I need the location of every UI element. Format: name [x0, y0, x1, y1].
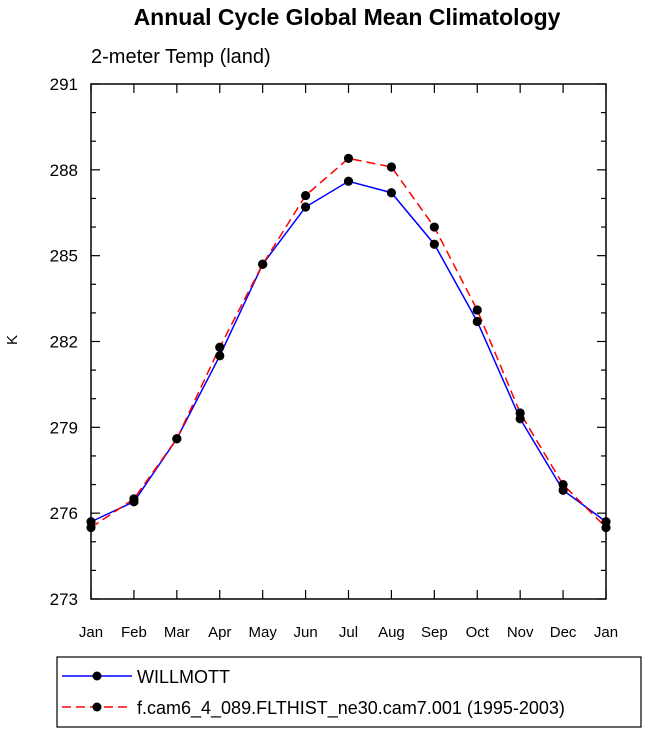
x-tick-label: Oct: [466, 624, 490, 641]
series-line-willmott: [90, 180, 607, 523]
y-tick-label: 288: [50, 161, 78, 180]
x-tick-label: May: [248, 624, 277, 641]
data-point-willmott: [386, 188, 397, 198]
data-point-model: [172, 434, 182, 444]
plot-area-frame: [90, 83, 607, 600]
data-point-willmott: [429, 239, 439, 249]
y-tick-label: 276: [50, 504, 78, 523]
x-tick-label: Apr: [208, 624, 231, 641]
data-point-willmott: [472, 316, 482, 327]
data-point-willmott: [215, 351, 225, 361]
data-point-model: [429, 222, 439, 232]
legend-marker-model: [92, 702, 102, 712]
y-tick-label: 282: [50, 333, 78, 352]
data-point-model: [215, 342, 225, 352]
x-tick-label: Feb: [121, 624, 147, 641]
data-point-model: [515, 408, 525, 418]
y-tick-label: 285: [50, 247, 78, 266]
legend-marker-willmott: [92, 671, 102, 681]
data-point-willmott: [300, 202, 311, 212]
x-tick-label: Mar: [164, 624, 190, 641]
chart-subtitle: 2-meter Temp (land): [91, 46, 271, 68]
data-point-model: [386, 162, 397, 172]
data-point-model: [558, 479, 568, 490]
chart-title: Annual Cycle Global Mean Climatology: [134, 4, 561, 30]
x-tick-label: Sep: [421, 624, 448, 641]
y-axis-label: K: [4, 335, 21, 345]
y-tick-label: 291: [50, 75, 78, 94]
series-lines: [90, 157, 607, 529]
x-tick-label: Jan: [594, 624, 618, 641]
data-point-model: [343, 153, 354, 163]
x-tick-label: Dec: [550, 624, 577, 641]
x-tick-label: Nov: [507, 624, 534, 641]
data-point-model: [258, 259, 268, 269]
legend-box: [56, 656, 642, 728]
data-point-model: [300, 190, 311, 201]
x-tick-label: Aug: [378, 624, 405, 641]
x-tick-label: Jun: [293, 624, 317, 641]
data-point-model: [129, 494, 139, 504]
legend-label-willmott: WILLMOTT: [137, 667, 230, 687]
y-tick-label: 279: [50, 418, 78, 437]
series-line-model: [90, 157, 607, 529]
x-tick-label: Jul: [339, 624, 358, 641]
series-markers: [86, 153, 611, 533]
axis-tick-labels: 273 276 279 282 285 288 291 Jan Feb Mar Apr May Jun J…: [50, 75, 618, 641]
legend-label-model: f.cam6_4_089.FLTHIST_ne30.cam7.001 (1995…: [137, 698, 565, 719]
y-tick-label: 273: [50, 590, 78, 609]
legend: WILLMOTT f.cam6_4_089.FLTHIST_ne30.cam7.…: [56, 656, 642, 728]
data-point-model: [472, 305, 482, 315]
data-point-willmott: [343, 176, 354, 186]
x-tick-label: Jan: [79, 624, 103, 641]
